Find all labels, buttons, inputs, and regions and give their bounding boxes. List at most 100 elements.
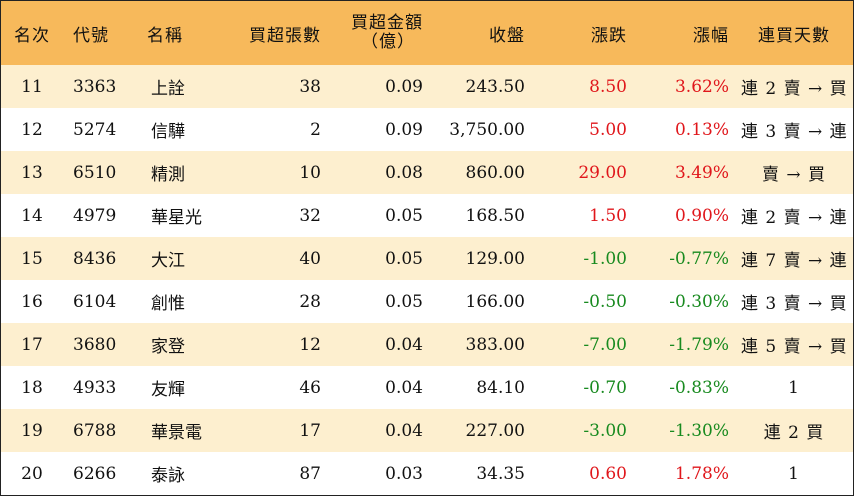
net-buy-amount-cell: 0.05 <box>385 248 423 269</box>
code-cell: 4979 <box>73 205 117 226</box>
close-price-cell: 227.00 <box>465 420 525 441</box>
rank-cell: 12 <box>21 119 43 140</box>
change-cell: 5.00 <box>589 119 627 140</box>
table-row: 12 5274 信驊 2 0.09 3,750.00 5.00 0.13% 連 3 賣 → 連 … <box>1 108 854 151</box>
close-price-cell: 860.00 <box>465 162 525 183</box>
close-price-cell: 166.00 <box>465 291 525 312</box>
change-cell: -3.00 <box>583 420 627 441</box>
change-pct-cell: 0.90% <box>674 205 729 226</box>
net-buy-lots-cell: 17 <box>299 420 321 441</box>
header-net-buy-amount: 買超金額 （億） <box>327 1 429 65</box>
net-buy-lots-cell: 2 <box>310 119 321 140</box>
consecutive-days-cell: 1 <box>788 463 800 484</box>
net-buy-amount-cell: 0.04 <box>385 334 423 355</box>
code-cell: 6788 <box>73 420 117 441</box>
rank-cell: 17 <box>21 334 43 355</box>
code-cell: 3680 <box>73 334 117 355</box>
net-buy-amount-cell: 0.05 <box>385 205 423 226</box>
consecutive-days-cell: 連 3 賣 → 買 <box>741 294 848 314</box>
header-code: 代號 <box>73 25 109 46</box>
code-cell: 6510 <box>73 162 117 183</box>
net-buy-lots-cell: 12 <box>299 334 321 355</box>
header-change: 漲跌 <box>591 25 627 46</box>
change-cell: 29.00 <box>578 162 627 183</box>
rank-cell: 15 <box>21 248 43 269</box>
close-price-cell: 168.50 <box>465 205 525 226</box>
change-cell: -0.50 <box>583 291 627 312</box>
net-buy-amount-cell: 0.03 <box>385 463 423 484</box>
header-close: 收盤 <box>489 25 525 46</box>
name-cell: 上詮 <box>151 79 185 99</box>
rank-cell: 11 <box>21 76 43 97</box>
change-pct-cell: -1.30% <box>669 420 729 441</box>
net-buy-lots-cell: 87 <box>299 463 321 484</box>
close-price-cell: 129.00 <box>465 248 525 269</box>
header-net-buy-lots: 買超張數 <box>249 25 321 46</box>
header-rank: 名次 <box>14 25 50 46</box>
header-amount-line1: 買超金額 <box>351 13 423 33</box>
change-cell: -7.00 <box>583 334 627 355</box>
close-price-cell: 3,750.00 <box>449 119 525 140</box>
change-pct-cell: -0.77% <box>669 248 729 269</box>
table-row: 17 3680 家登 12 0.04 383.00 -7.00 -1.79% 連 5 賣 → 買 <box>1 323 853 366</box>
name-cell: 泰詠 <box>151 466 185 486</box>
name-cell: 華景電 <box>151 423 202 443</box>
net-buy-lots-cell: 38 <box>299 76 321 97</box>
close-price-cell: 34.35 <box>476 463 525 484</box>
net-buy-lots-cell: 32 <box>299 205 321 226</box>
code-cell: 3363 <box>73 76 117 97</box>
table-row: 13 6510 精測 10 0.08 860.00 29.00 3.49% 賣 → 買 <box>1 151 853 194</box>
table-row: 16 6104 創惟 28 0.05 166.00 -0.50 -0.30% 連 3 賣 → 買 <box>1 280 853 323</box>
consecutive-days-cell: 連 2 賣 → 連 2 買 <box>741 208 854 228</box>
table-row: 20 6266 泰詠 87 0.03 34.35 0.60 1.78% 1 <box>1 452 853 495</box>
consecutive-days-cell: 連 2 買 <box>763 423 825 443</box>
net-buy-lots-cell: 40 <box>299 248 321 269</box>
change-cell: 1.50 <box>589 205 627 226</box>
change-pct-cell: -1.79% <box>669 334 729 355</box>
consecutive-days-cell: 賣 → 買 <box>761 165 827 185</box>
code-cell: 6266 <box>73 463 117 484</box>
name-cell: 精測 <box>151 165 185 185</box>
rank-cell: 18 <box>21 377 43 398</box>
name-cell: 家登 <box>151 337 185 357</box>
table-row: 11 3363 上詮 38 0.09 243.50 8.50 3.62% 連 2 賣 → 買 <box>1 65 853 108</box>
close-price-cell: 243.50 <box>465 76 525 97</box>
rank-cell: 19 <box>21 420 43 441</box>
header-name: 名稱 <box>147 25 183 46</box>
consecutive-days-cell: 連 3 賣 → 連 2 買 <box>741 122 854 142</box>
header-row: 名次 代號 名稱 買超張數 買超金額 （億） 收盤 漲跌 漲幅 連買天數 <box>1 1 853 65</box>
net-buy-amount-cell: 0.09 <box>385 119 423 140</box>
code-cell: 6104 <box>73 291 117 312</box>
code-cell: 5274 <box>73 119 117 140</box>
net-buy-amount-cell: 0.05 <box>385 291 423 312</box>
name-cell: 創惟 <box>151 294 185 314</box>
net-buy-lots-cell: 46 <box>299 377 321 398</box>
header-change-pct: 漲幅 <box>693 25 729 46</box>
table-row: 15 8436 大江 40 0.05 129.00 -1.00 -0.77% 連 7 賣 → 連… <box>1 237 854 280</box>
table-row: 14 4979 華星光 32 0.05 168.50 1.50 0.90% 連 2 賣 → 連 … <box>1 194 854 237</box>
code-cell: 4933 <box>73 377 117 398</box>
table-row: 19 6788 華景電 17 0.04 227.00 -3.00 -1.30% 連 2 買 <box>1 409 853 452</box>
consecutive-days-cell: 1 <box>788 377 800 398</box>
header-consecutive-days: 連買天數 <box>758 25 830 46</box>
change-pct-cell: 3.62% <box>674 76 729 97</box>
net-buy-lots-cell: 10 <box>299 162 321 183</box>
change-cell: 8.50 <box>589 76 627 97</box>
code-cell: 8436 <box>73 248 117 269</box>
rank-cell: 16 <box>21 291 43 312</box>
change-pct-cell: -0.83% <box>669 377 729 398</box>
rank-cell: 14 <box>21 205 43 226</box>
name-cell: 華星光 <box>151 208 202 228</box>
table-body: 11 3363 上詮 38 0.09 243.50 8.50 3.62% 連 2 賣 → 買 12… <box>1 65 854 495</box>
rank-cell: 20 <box>21 463 43 484</box>
change-cell: -1.00 <box>583 248 627 269</box>
table-row: 18 4933 友輝 46 0.04 84.10 -0.70 -0.83% 1 <box>1 366 853 409</box>
consecutive-days-cell: 連 5 賣 → 買 <box>741 337 848 357</box>
consecutive-days-cell: 連 2 賣 → 買 <box>741 79 848 99</box>
change-pct-cell: 0.13% <box>674 119 729 140</box>
close-price-cell: 383.00 <box>465 334 525 355</box>
close-price-cell: 84.10 <box>476 377 525 398</box>
net-buy-amount-cell: 0.04 <box>385 377 423 398</box>
